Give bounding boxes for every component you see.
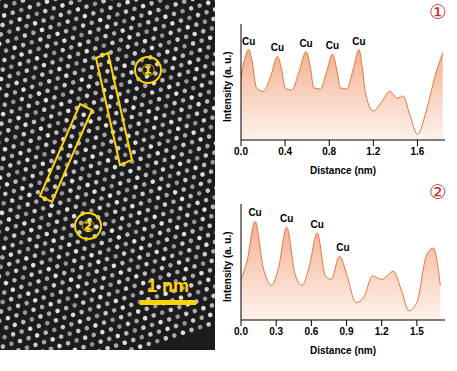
svg-text:1.6: 1.6 bbox=[410, 146, 424, 157]
svg-text:Intensity (a. u.): Intensity (a. u.) bbox=[222, 51, 233, 122]
svg-text:1.2: 1.2 bbox=[375, 326, 389, 337]
svg-text:1.5: 1.5 bbox=[410, 326, 424, 337]
html-text:①: ① bbox=[429, 1, 447, 23]
svg-text:Cu: Cu bbox=[311, 219, 324, 230]
svg-text:1 nm: 1 nm bbox=[147, 276, 189, 296]
svg-text:Cu: Cu bbox=[352, 36, 365, 47]
html-text:②: ② bbox=[429, 181, 447, 203]
svg-text:0.3: 0.3 bbox=[269, 326, 283, 337]
svg-text:0.9: 0.9 bbox=[340, 326, 354, 337]
svg-text:0.8: 0.8 bbox=[322, 146, 336, 157]
svg-text:Cu: Cu bbox=[326, 40, 339, 51]
svg-text:0.0: 0.0 bbox=[234, 326, 248, 337]
svg-text:Distance (nm): Distance (nm) bbox=[310, 165, 376, 176]
svg-text:Intensity (a. u.): Intensity (a. u.) bbox=[222, 231, 233, 302]
svg-text:Distance (nm): Distance (nm) bbox=[310, 345, 376, 356]
svg-text:0.0: 0.0 bbox=[234, 146, 248, 157]
svg-text:Cu: Cu bbox=[271, 42, 284, 53]
svg-text:①: ① bbox=[141, 61, 155, 80]
svg-text:Cu: Cu bbox=[280, 213, 293, 224]
svg-text:0.6: 0.6 bbox=[304, 326, 318, 337]
svg-text:0.4: 0.4 bbox=[278, 146, 292, 157]
svg-text:1.2: 1.2 bbox=[366, 146, 380, 157]
svg-text:Cu: Cu bbox=[299, 38, 312, 49]
svg-text:Cu: Cu bbox=[242, 36, 255, 47]
svg-text:②: ② bbox=[81, 217, 95, 236]
svg-text:Cu: Cu bbox=[336, 242, 349, 253]
svg-text:Cu: Cu bbox=[248, 207, 261, 218]
